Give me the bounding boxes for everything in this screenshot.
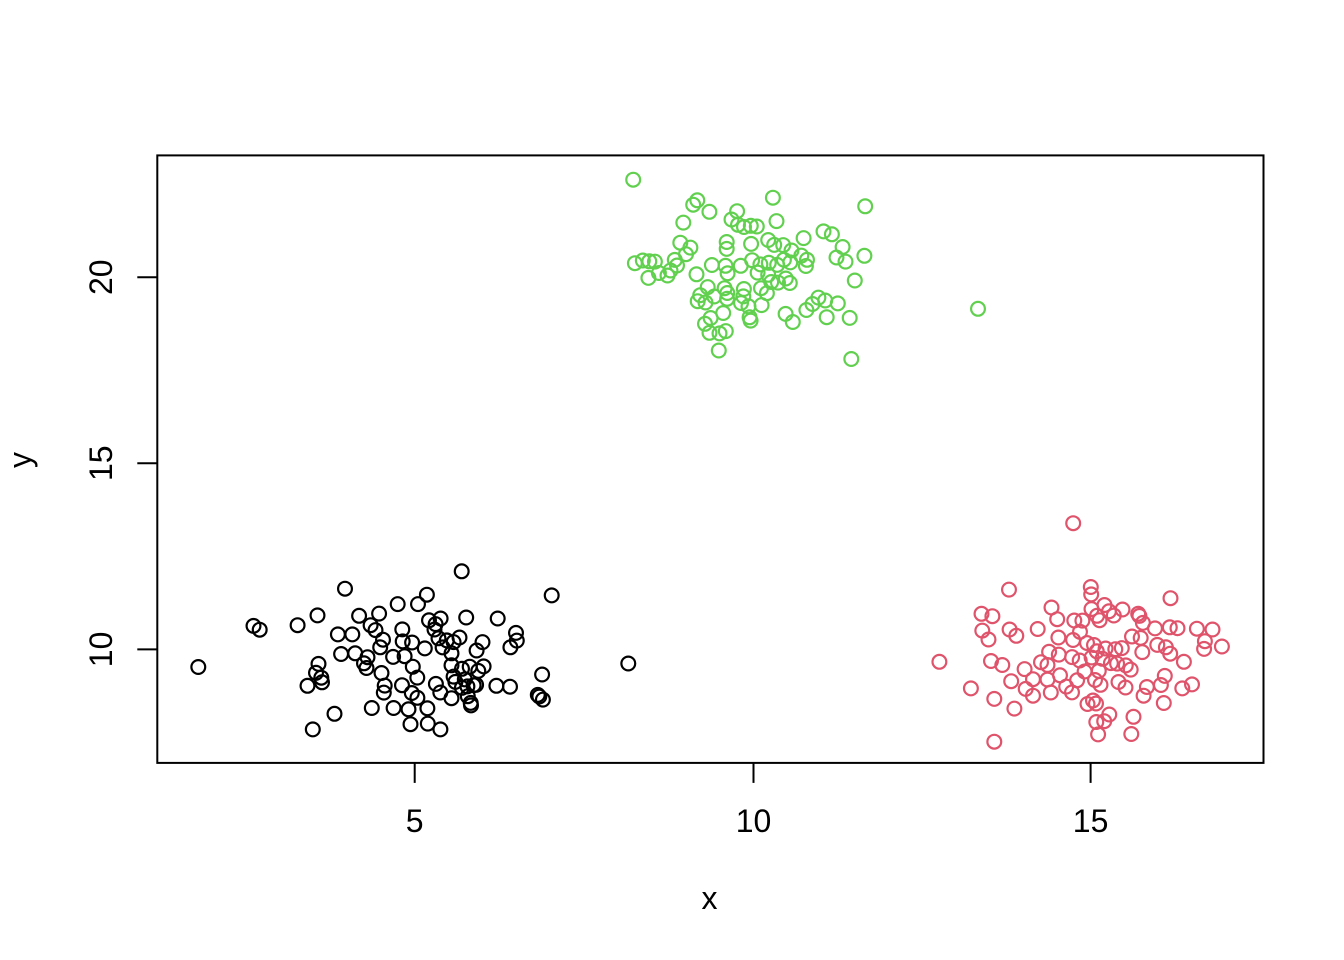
svg-text:5: 5 xyxy=(406,803,424,839)
svg-text:x: x xyxy=(702,880,718,916)
svg-text:20: 20 xyxy=(83,259,119,295)
svg-text:10: 10 xyxy=(83,632,119,668)
svg-text:10: 10 xyxy=(736,803,772,839)
svg-text:15: 15 xyxy=(1073,803,1109,839)
svg-text:y: y xyxy=(2,452,38,468)
svg-text:15: 15 xyxy=(83,445,119,481)
